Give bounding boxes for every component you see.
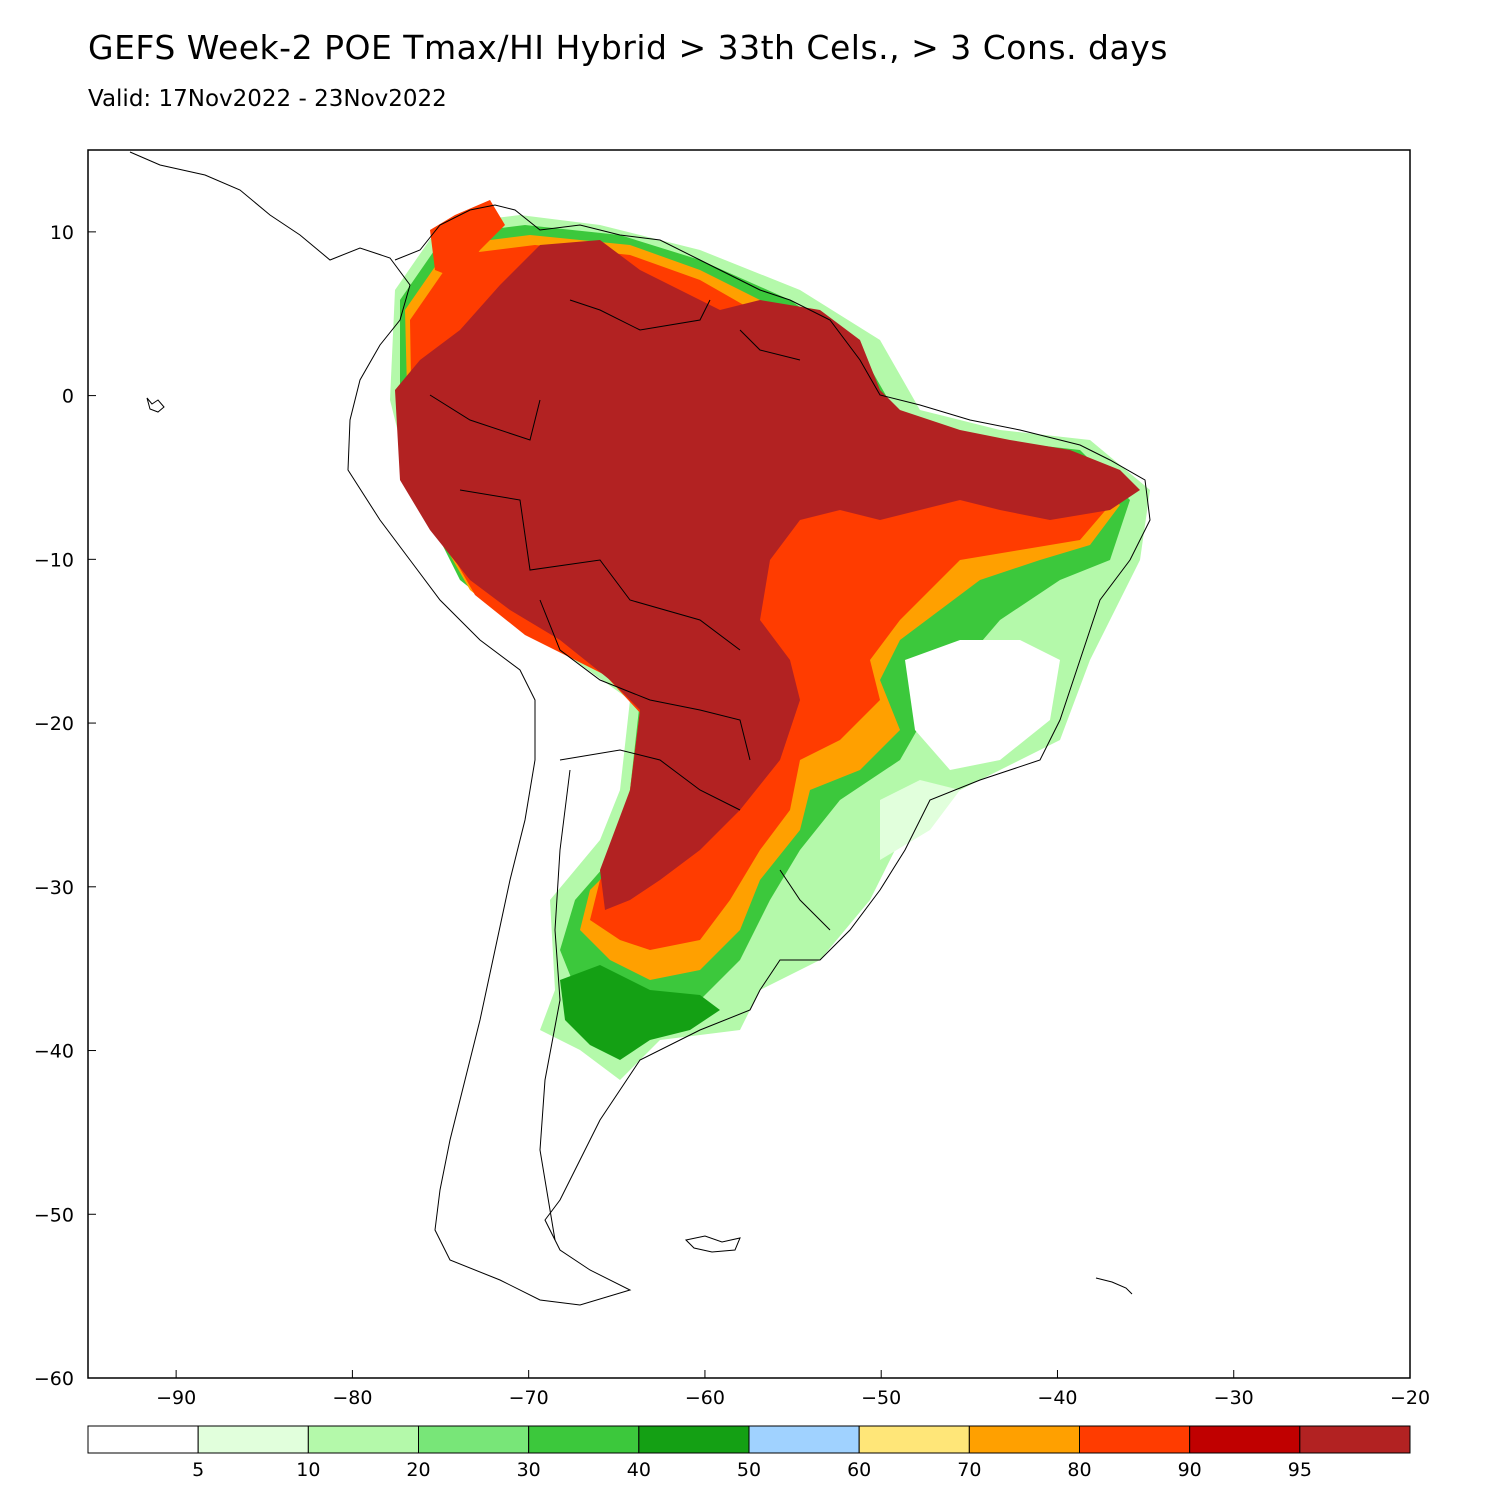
x-tick-label: −30 <box>1214 1387 1254 1409</box>
legend-label: 95 <box>1288 1459 1312 1481</box>
y-tick-label: 10 <box>50 222 74 244</box>
y-tick-label: −30 <box>34 877 74 899</box>
y-tick-label: −40 <box>34 1041 74 1063</box>
legend-label: 90 <box>1178 1459 1202 1481</box>
legend-swatch <box>1189 1425 1301 1454</box>
x-tick-label: −20 <box>1390 1387 1430 1409</box>
y-tick-label: −10 <box>34 549 74 571</box>
x-tick-label: −60 <box>685 1387 725 1409</box>
border-line <box>569 299 711 331</box>
valid-date-range: Valid: 17Nov2022 - 23Nov2022 <box>88 86 447 112</box>
border-line <box>559 749 741 811</box>
legend-swatch <box>638 1425 750 1454</box>
field-very-high <box>395 240 1140 910</box>
legend-swatch <box>748 1425 860 1454</box>
border-line <box>739 329 801 361</box>
probability-field <box>390 200 1150 1080</box>
x-tick-label: −80 <box>332 1387 372 1409</box>
legend-swatch <box>418 1425 530 1454</box>
legend-swatch <box>858 1425 970 1454</box>
border-line <box>779 869 831 931</box>
legend-label: 40 <box>627 1459 651 1481</box>
field-northwest-patch <box>430 200 505 280</box>
map-title: GEFS Week-2 POE Tmax/HI Hybrid > 33th Ce… <box>88 28 1168 67</box>
legend-swatch <box>1299 1425 1411 1454</box>
border-line <box>539 769 571 1241</box>
x-tick-label: −90 <box>156 1387 196 1409</box>
y-tick-label: −20 <box>34 713 74 735</box>
legend-label: 20 <box>406 1459 430 1481</box>
legend-label: 5 <box>192 1459 204 1481</box>
legend-label: 70 <box>957 1459 981 1481</box>
legend-label: 30 <box>517 1459 541 1481</box>
legend-swatch <box>307 1425 420 1454</box>
island-south-georgia <box>1095 1277 1133 1295</box>
legend-swatch <box>528 1425 640 1454</box>
legend-swatch <box>968 1425 1080 1454</box>
plot-frame <box>87 149 1411 1379</box>
legend-label: 80 <box>1067 1459 1091 1481</box>
field-patagonia-green <box>560 965 720 1060</box>
y-tick-label: −60 <box>34 1368 74 1390</box>
x-tick-label: −40 <box>1037 1387 1077 1409</box>
color-legend: 5 10 20 30 40 50 60 70 80 90 95 <box>87 1425 1411 1481</box>
legend-label: 60 <box>847 1459 871 1481</box>
border-line <box>459 489 741 651</box>
legend-label: 10 <box>296 1459 320 1481</box>
y-tick-label: −50 <box>34 1204 74 1226</box>
legend-label: 50 <box>737 1459 761 1481</box>
x-axis: −90 −80 −70 −60 −50 −40 −30 −20 <box>156 1370 1430 1409</box>
x-tick-label: −50 <box>861 1387 901 1409</box>
x-tick-label: −70 <box>509 1387 549 1409</box>
legend-swatch <box>87 1425 199 1454</box>
y-axis: 10 0 −10 −20 −30 −40 −50 −60 <box>34 222 96 1390</box>
border-line <box>429 394 541 441</box>
border-line <box>539 599 751 761</box>
island-galapagos <box>146 397 165 413</box>
island-falklands <box>684 1235 741 1253</box>
legend-swatch <box>1079 1425 1191 1454</box>
field-southeast-blank <box>905 640 1060 770</box>
coastline <box>129 151 1151 1306</box>
coastline-south-america <box>129 151 1151 1306</box>
y-tick-label: 0 <box>62 386 74 408</box>
legend-swatch <box>197 1425 309 1454</box>
